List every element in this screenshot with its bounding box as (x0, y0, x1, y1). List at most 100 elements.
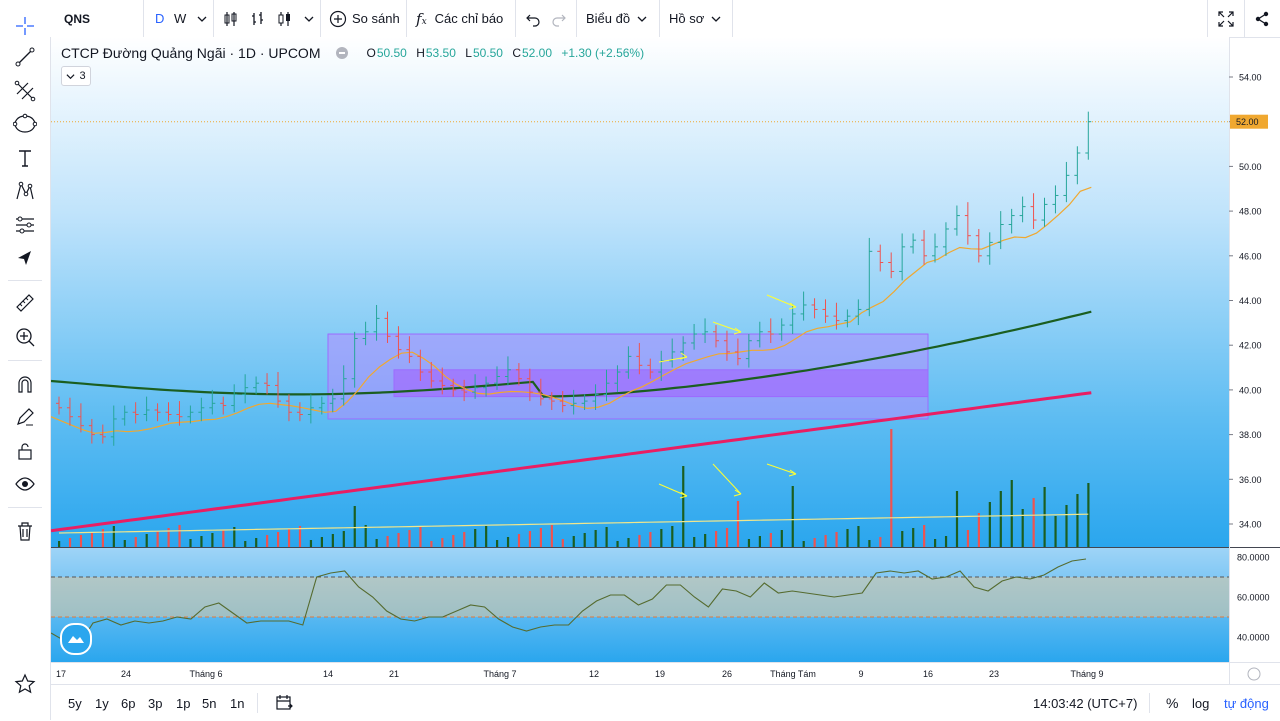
volume-bar (988, 502, 991, 547)
price-bar (110, 405, 117, 446)
volume-bar (539, 528, 542, 547)
price-bar (121, 405, 128, 426)
price-tick-label: 46.00 (1239, 251, 1262, 261)
range-3m[interactable]: 3p (148, 695, 163, 711)
candles-style-icon[interactable] (222, 0, 240, 37)
price-chart[interactable]: 54.00 52.00 50.00 48.00 46.00 44.00 42.00 40.00… (50, 37, 1280, 684)
close-value: 52.00 (521, 46, 553, 60)
range-5d[interactable]: 5n (202, 695, 217, 711)
interval-d-button[interactable]: D (155, 11, 165, 26)
range-1y[interactable]: 1y (95, 695, 109, 711)
separator (732, 0, 733, 37)
bars-style-icon[interactable] (249, 0, 267, 37)
eye-icon[interactable] (11, 470, 39, 498)
trash-icon[interactable] (11, 517, 39, 545)
cursor-arrow-icon[interactable] (11, 244, 39, 272)
volume-bar (846, 529, 849, 547)
volume-bar (1087, 483, 1090, 547)
drawing-mode-icon[interactable] (11, 403, 39, 431)
range-1m[interactable]: 1p (176, 695, 191, 711)
range-5y[interactable]: 5y (68, 695, 82, 711)
range-6m[interactable]: 6p (121, 695, 136, 711)
price-bar (680, 336, 687, 361)
indicators-button[interactable]: fx Các chỉ báo (416, 0, 503, 37)
clock-display[interactable]: 14:03:42 (UTC+7) (1033, 695, 1138, 711)
volume-bar (572, 536, 575, 547)
magnet-icon[interactable] (11, 370, 39, 398)
price-bar (800, 291, 807, 321)
volume-bar (101, 529, 104, 547)
share-icon[interactable] (1254, 0, 1270, 37)
price-bar (406, 336, 413, 364)
interval-dropdown-icon[interactable] (196, 0, 208, 37)
minus-circle-icon[interactable] (336, 47, 349, 59)
annotation-arrow (766, 294, 797, 308)
lock-icon[interactable] (11, 437, 39, 465)
price-bar (154, 403, 161, 422)
volume-bar (693, 537, 696, 547)
broker-logo[interactable] (60, 623, 92, 655)
price-bar (559, 391, 566, 413)
volume-bar (901, 531, 904, 547)
price-bar (307, 394, 314, 424)
legend-title[interactable]: CTCP Đường Quảng Ngãi · 1D · UPCOM (61, 45, 321, 61)
fullscreen-icon[interactable] (1217, 0, 1235, 37)
interval-w-button[interactable]: W (174, 11, 187, 26)
price-bar (384, 311, 391, 343)
volume-bar (999, 491, 1002, 547)
price-bar (767, 318, 774, 343)
volume-bar (134, 537, 137, 547)
price-bar (1008, 208, 1015, 234)
redo-icon[interactable] (551, 0, 567, 37)
chart-menu-button[interactable]: Biểu đồ (586, 0, 648, 37)
patterns-icon[interactable] (11, 177, 39, 205)
price-bar (395, 326, 402, 359)
chart-area[interactable]: 54.00 52.00 50.00 48.00 46.00 44.00 42.00 40.00… (50, 37, 1280, 684)
go-to-date-icon[interactable] (275, 685, 293, 721)
separator (143, 0, 144, 37)
log-toggle[interactable]: log (1192, 695, 1210, 711)
hollow-candles-icon[interactable] (276, 0, 294, 37)
open-label: O (366, 46, 376, 60)
price-tick-label: 34.00 (1239, 520, 1262, 530)
auto-scale-toggle[interactable]: tự động (1224, 695, 1269, 711)
crosshair-icon[interactable] (11, 12, 39, 40)
indicators-collapse-button[interactable]: 3 (61, 66, 91, 86)
price-bar (209, 389, 216, 415)
profile-menu-label: Hồ sơ (669, 11, 705, 26)
volume-bar (353, 506, 356, 547)
shapes-icon[interactable] (11, 110, 39, 138)
fib-tools-icon[interactable] (11, 77, 39, 105)
symbol-search[interactable]: QNS (64, 11, 91, 26)
oscillator-tick-label: 60.0000 (1237, 593, 1270, 603)
chevron-down-icon (66, 73, 75, 79)
undo-icon[interactable] (525, 0, 541, 37)
price-bar (526, 368, 533, 402)
volume-bar (112, 526, 115, 547)
trend-line-icon[interactable] (11, 43, 39, 71)
price-bar (143, 396, 150, 422)
percent-toggle[interactable]: % (1166, 695, 1179, 711)
profile-menu-button[interactable]: Hồ sơ (669, 0, 722, 37)
compare-button[interactable]: So sánh (329, 0, 400, 37)
price-bar (351, 331, 358, 388)
volume-bar (1043, 487, 1046, 547)
volume-bar (879, 537, 882, 547)
range-1d[interactable]: 1n (230, 695, 245, 711)
chart-type-dropdown-icon[interactable] (303, 0, 315, 37)
compare-label: So sánh (352, 11, 400, 26)
ruler-icon[interactable] (11, 289, 39, 317)
prediction-tools-icon[interactable] (11, 211, 39, 239)
zoom-in-icon[interactable] (11, 323, 39, 351)
price-bar (636, 342, 643, 375)
volume-bar (156, 531, 159, 547)
star-favorite-icon[interactable] (11, 670, 39, 698)
time-tick-label: 19 (655, 669, 665, 679)
volume-bar (211, 533, 214, 547)
price-bar (340, 365, 347, 406)
volume-bar (890, 429, 893, 547)
volume-bar (79, 535, 83, 547)
annotation-arrow (712, 463, 742, 495)
price-bar (888, 252, 895, 279)
text-tool-icon[interactable] (11, 144, 39, 172)
